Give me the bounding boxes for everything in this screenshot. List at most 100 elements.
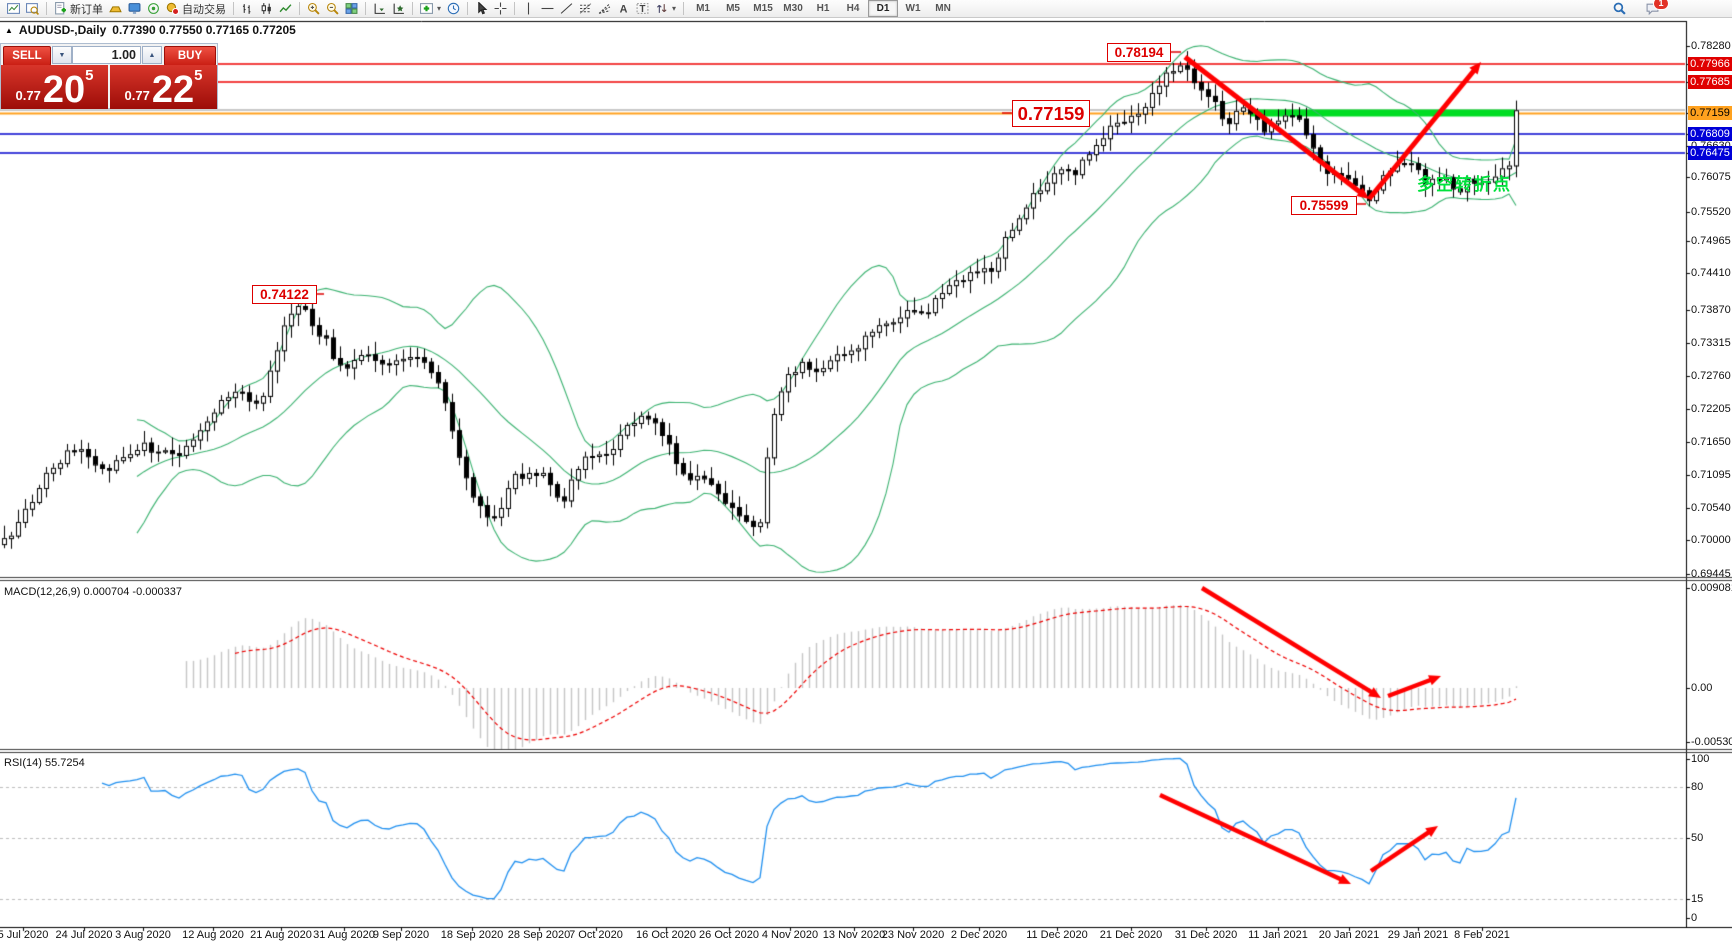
new-chart-button[interactable] <box>4 1 23 17</box>
price-tick-label: 0.76075 <box>1691 171 1731 183</box>
period-button[interactable] <box>444 1 463 17</box>
panel-collapse-icon[interactable]: ▲ <box>5 25 13 35</box>
toolbar-separator <box>467 2 469 15</box>
volume-input[interactable] <box>72 46 141 64</box>
horizontal-line-button[interactable] <box>538 1 557 17</box>
notification-badge: 1 <box>1653 0 1669 10</box>
date-tick-label: 4 Nov 2020 <box>761 929 819 941</box>
toolbar-separator <box>46 2 47 15</box>
timeframe-w1-button[interactable]: W1 <box>905 3 921 14</box>
tiles-icon <box>345 2 358 15</box>
textA-icon: A <box>617 2 630 15</box>
date-tick-label: 31 Aug 2020 <box>313 929 375 941</box>
shapes-button[interactable]: ▾ <box>652 1 679 17</box>
cursor-button[interactable] <box>472 1 491 17</box>
toolbar-separator <box>514 2 516 15</box>
date-tick-label: 3 Aug 2020 <box>115 929 171 941</box>
date-tick-label: 7 Oct 2020 <box>569 929 623 941</box>
notifications-button[interactable]: 1 <box>1643 0 1669 17</box>
price-annotation-label[interactable]: 0.75599 <box>1291 196 1357 215</box>
search-button[interactable] <box>1610 1 1629 17</box>
price-annotation-label[interactable]: 0.74122 <box>252 285 317 304</box>
indicator-tick-label: 0 <box>1691 912 1698 924</box>
text-label-button[interactable]: T <box>633 1 652 17</box>
volume-increase-button[interactable]: ▲ <box>142 46 162 64</box>
search-icon <box>1613 2 1626 15</box>
indicator-tick-label: 15 <box>1691 893 1704 905</box>
fibonacci-button[interactable] <box>576 1 595 17</box>
trendline-button[interactable] <box>557 1 576 17</box>
price-annotation-label[interactable]: 0.77159 <box>1012 100 1090 127</box>
volume-decrease-button[interactable]: ▼ <box>52 46 72 64</box>
timeframe-h1-button[interactable]: H1 <box>816 3 830 14</box>
trend-icon <box>560 2 573 15</box>
new-order-button[interactable]: 新订单 <box>51 1 106 17</box>
shift-icon <box>392 2 405 15</box>
price-tick-label: 0.78280 <box>1691 40 1731 52</box>
price-level-badge: 0.77159 <box>1688 106 1732 120</box>
zoomin-icon <box>307 2 320 15</box>
chevron-down-icon: ▾ <box>437 4 442 13</box>
price-tick-label: 0.70540 <box>1691 502 1731 514</box>
annotation-note-text[interactable]: 多空转折点 <box>1417 175 1512 194</box>
fibonacci-fan-button[interactable] <box>595 1 614 17</box>
timeframe-m30-button[interactable]: M30 <box>783 3 803 14</box>
vertical-line-button[interactable] <box>519 1 538 17</box>
buy-price-pips: 22 <box>151 68 195 111</box>
autotrading-button[interactable]: 自动交易 <box>163 1 229 17</box>
indicator-tick-label: 100 <box>1691 753 1710 765</box>
profiles-button[interactable] <box>23 1 42 17</box>
line-chart-button[interactable] <box>276 1 295 17</box>
zoom-in-button[interactable] <box>304 1 323 17</box>
date-tick-label: 2 Dec 2020 <box>950 929 1008 941</box>
mql5-community-button[interactable] <box>125 1 144 17</box>
timeframe-m15-button[interactable]: M15 <box>753 3 773 14</box>
text-button[interactable]: A <box>614 1 633 17</box>
price-level-badge: 0.76475 <box>1688 146 1732 160</box>
chart-title-row: ▲ AUDUSD-,Daily 0.77390 0.77550 0.77165 … <box>5 23 296 37</box>
price-level-badge: 0.77685 <box>1688 75 1732 89</box>
date-tick-label: 11 Dec 2020 <box>1026 929 1088 941</box>
tile-windows-button[interactable] <box>342 1 361 17</box>
price-tick-label: 0.75520 <box>1691 206 1731 218</box>
zoom-out-button[interactable] <box>323 1 342 17</box>
date-tick-label: 24 Jul 2020 <box>55 929 113 941</box>
crosshair-button[interactable] <box>491 1 510 17</box>
timeframe-h4-button[interactable]: H4 <box>846 3 860 14</box>
candlestick-chart-button[interactable] <box>257 1 276 17</box>
price-tick-label: 0.71095 <box>1691 469 1731 481</box>
price-tick-label: 0.73870 <box>1691 304 1731 316</box>
signals-button[interactable] <box>144 1 163 17</box>
timeframe-m5-button[interactable]: M5 <box>726 3 740 14</box>
date-tick-label: 20 Jan 2021 <box>1318 929 1380 941</box>
buy-price-figure: 0.77 <box>124 88 150 103</box>
main-toolbar: 新订单 自动交易 ▾ A T ▾ M1 M5 M15 M30 H1 H4 D1 W1 MN 1 <box>0 0 1732 18</box>
date-tick-label: 8 Feb 2021 <box>1454 929 1510 941</box>
chart-shift-button[interactable] <box>389 1 408 17</box>
price-level-badge: 0.76809 <box>1688 127 1732 141</box>
sell-button[interactable]: SELL <box>3 46 51 66</box>
indicators-icon <box>420 2 433 15</box>
market-button[interactable] <box>106 1 125 17</box>
svg-text:T: T <box>640 4 646 15</box>
macd-indicator-label: MACD(12,26,9) 0.000704 -0.000337 <box>4 586 182 598</box>
auto-scroll-button[interactable] <box>370 1 389 17</box>
labelT-icon: T <box>636 2 649 15</box>
bar-chart-button[interactable] <box>238 1 257 17</box>
buy-button[interactable]: BUY <box>164 46 216 66</box>
date-tick-label: 29 Jan 2021 <box>1387 929 1449 941</box>
buy-price-display[interactable]: 0.77 22 5 <box>110 65 217 109</box>
timeframe-mn-button[interactable]: MN <box>935 3 951 14</box>
candles-icon <box>260 2 273 15</box>
sell-price-display[interactable]: 0.77 20 5 <box>1 65 108 109</box>
price-annotation-label[interactable]: 0.78194 <box>1107 43 1171 62</box>
timeframe-m1-button[interactable]: M1 <box>696 3 710 14</box>
indicators-button[interactable]: ▾ <box>417 1 444 17</box>
mql-icon <box>128 2 141 15</box>
fibof-icon <box>598 2 611 15</box>
timeframe-d1-button[interactable]: D1 <box>868 0 899 17</box>
price-tick-label: 0.72205 <box>1691 403 1731 415</box>
price-tick-label: 0.73315 <box>1691 337 1731 349</box>
autotrade-icon <box>166 2 179 15</box>
